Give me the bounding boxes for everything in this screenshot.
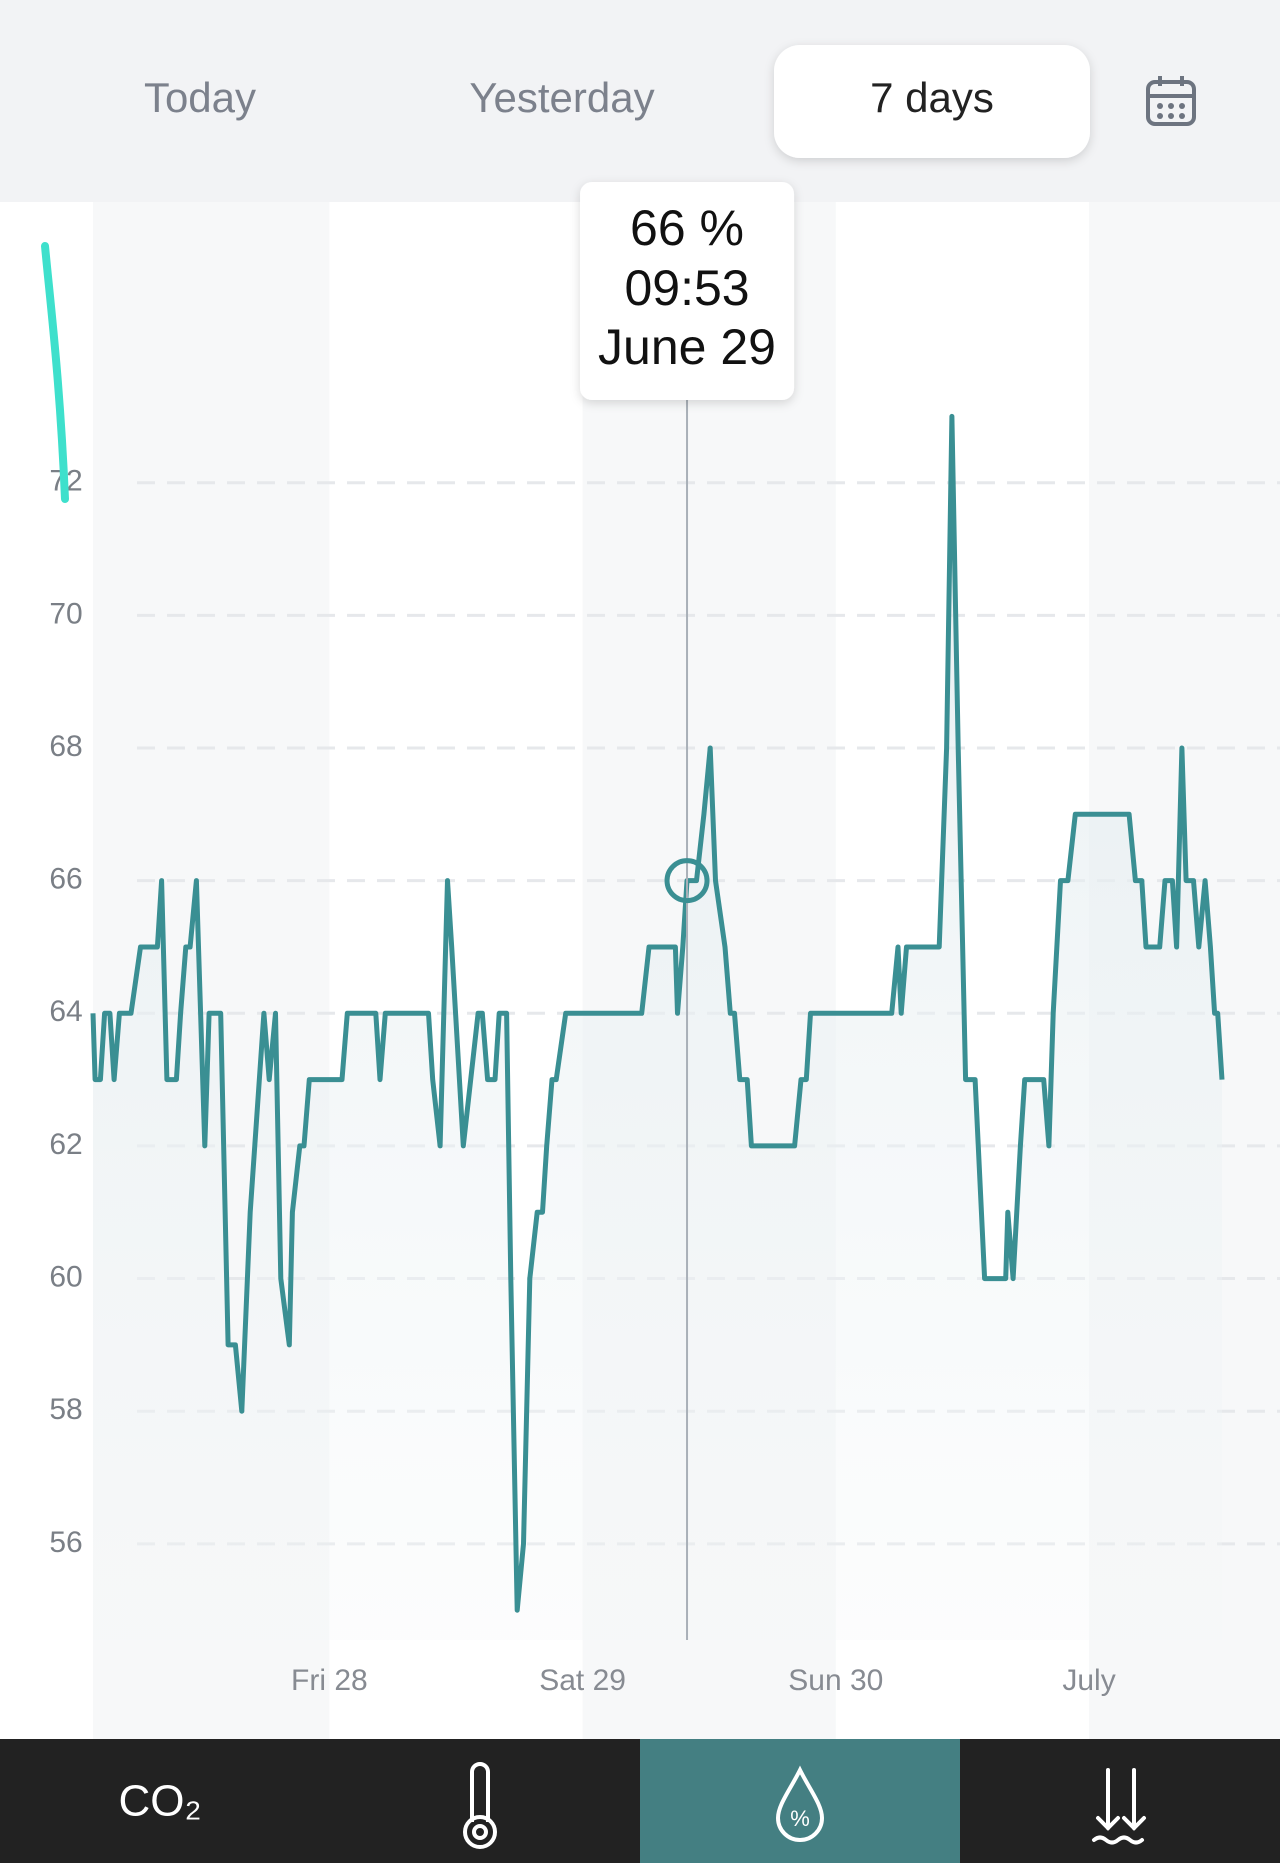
tooltip-date: June 29 — [598, 319, 776, 375]
humidity-icon[interactable]: % — [775, 1765, 825, 1842]
x-tick-label: Fri 28 — [291, 1664, 368, 1697]
x-tick-label: July — [1062, 1664, 1115, 1697]
x-tick-label: Sat 29 — [539, 1664, 626, 1697]
y-tick-label: 62 — [49, 1128, 82, 1161]
y-tick-label: 60 — [49, 1260, 82, 1293]
tooltip-value: 66 % — [630, 200, 744, 256]
y-tick-label: 64 — [49, 995, 82, 1028]
line — [90, 413, 1225, 1613]
y-tick-label: 66 — [49, 863, 82, 896]
depth-icon[interactable] — [1092, 1768, 1146, 1845]
tab[interactable]: 7 days — [870, 74, 994, 121]
active-tab-pill — [774, 45, 1090, 158]
calendar-icon[interactable] — [1146, 76, 1196, 126]
highlight-marker — [664, 858, 710, 904]
tooltip-box — [580, 182, 795, 400]
humidity-symbol: % — [790, 1806, 810, 1831]
area — [93, 416, 1222, 1640]
tab[interactable]: Today — [144, 74, 256, 121]
scribble — [41, 242, 69, 503]
y-tick-label: 68 — [49, 730, 82, 763]
y-tick-label: 70 — [49, 597, 82, 630]
y-tick-label: 56 — [49, 1526, 82, 1559]
thermometer-icon[interactable] — [463, 1762, 497, 1849]
y-tick-label: 58 — [49, 1393, 82, 1426]
tooltip-time: 09:53 — [624, 260, 749, 316]
tab[interactable]: Yesterday — [469, 74, 654, 121]
nav-item[interactable]: CO₂ — [118, 1777, 201, 1826]
nav-active — [640, 1739, 960, 1863]
x-tick-label: Sun 30 — [788, 1664, 883, 1697]
